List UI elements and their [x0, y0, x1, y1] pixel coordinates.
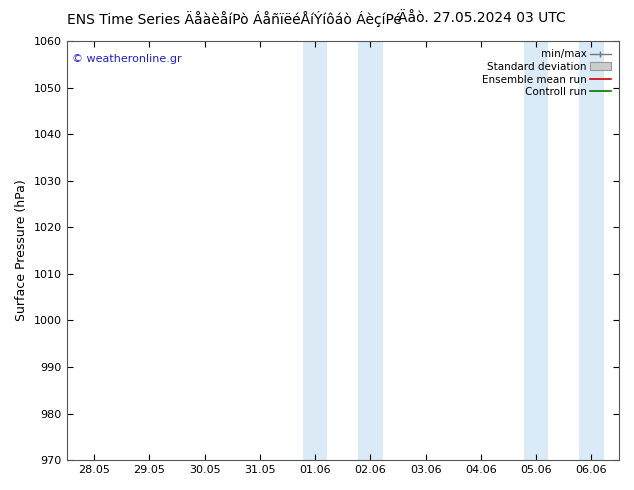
Y-axis label: Surface Pressure (hPa): Surface Pressure (hPa)	[15, 180, 28, 321]
Bar	[579, 41, 604, 460]
Bar	[524, 41, 548, 460]
Legend: min/max, Standard deviation, Ensemble mean run, Controll run: min/max, Standard deviation, Ensemble me…	[479, 46, 614, 100]
Text: Äåò. 27.05.2024 03 UTC: Äåò. 27.05.2024 03 UTC	[398, 11, 566, 25]
Bar	[358, 41, 382, 460]
Text: ENS Time Series ÄåàèåíPò ÁåñïëéÅíÝíôáò ÁèçíPé: ENS Time Series ÄåàèåíPò ÁåñïëéÅíÝíôáò Á…	[67, 11, 402, 27]
Bar	[303, 41, 327, 460]
Text: © weatheronline.gr: © weatheronline.gr	[72, 53, 182, 64]
